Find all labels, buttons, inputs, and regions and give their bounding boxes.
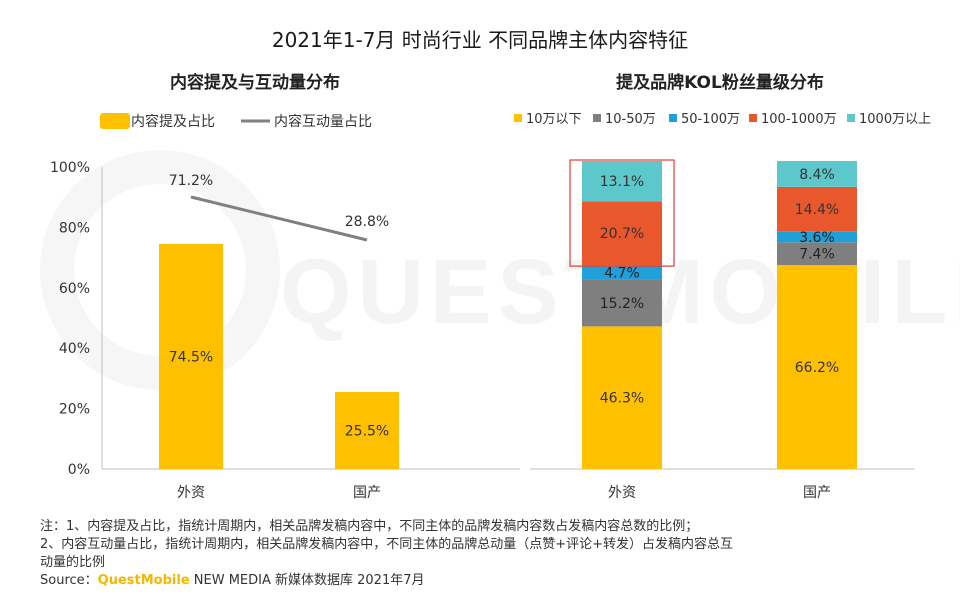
stacked-segment-label: 4.7%: [604, 265, 640, 281]
stacked-segment: [582, 326, 662, 469]
legend-swatch-mentions: [100, 113, 130, 129]
legend-label-fans: 10-50万: [605, 112, 656, 127]
interaction-point-label: 28.8%: [345, 214, 389, 230]
left-x-tick-label: 外资: [177, 485, 205, 501]
right-x-tick-label: 国产: [803, 485, 831, 501]
left-y-tick-label: 60%: [59, 281, 90, 297]
left-y-tick-label: 0%: [68, 462, 90, 478]
left-bar-mentions: [159, 244, 223, 469]
source-suffix: NEW MEDIA 新媒体数据库 2021年7月: [189, 573, 425, 588]
legend-swatch-fans: [749, 114, 757, 122]
stacked-segment: [582, 161, 662, 202]
legend-label-interaction: 内容互动量占比: [274, 113, 372, 130]
stacked-segment-label: 8.4%: [799, 167, 835, 183]
stacked-segment-label: 13.1%: [600, 174, 644, 190]
source-line: Source：QuestMobile NEW MEDIA 新媒体数据库 2021…: [40, 569, 425, 588]
right-x-tick-label: 外资: [608, 485, 636, 501]
source-prefix: Source：: [40, 573, 98, 588]
stacked-segment-label: 7.4%: [799, 247, 835, 263]
stacked-segment: [582, 265, 662, 280]
note-line-3: 动量的比例: [40, 555, 106, 570]
left-x-tick-label: 国产: [353, 485, 381, 501]
stacked-segment: [777, 161, 857, 187]
legend-label-fans: 50-100万: [681, 112, 740, 127]
left-y-tick-label: 100%: [50, 160, 90, 176]
note-line-2: 2、内容互动量占比，指统计周期内，相关品牌发稿内容中，不同主体的品牌总动量（点赞…: [40, 537, 734, 552]
left-y-tick-label: 20%: [59, 402, 90, 418]
legend-swatch-fans: [669, 114, 677, 122]
interaction-line: [190, 195, 368, 242]
left-y-tick-label: 40%: [59, 341, 90, 357]
highlight-box: [569, 159, 675, 267]
stacked-segment: [777, 242, 857, 266]
legend-label-fans: 1000万以上: [859, 112, 931, 127]
legend-swatch-fans: [514, 114, 522, 122]
stacked-segment: [582, 279, 662, 327]
stacked-segment: [777, 231, 857, 243]
legend-swatch-fans: [593, 114, 601, 122]
stacked-segment-label: 46.3%: [600, 391, 644, 407]
stacked-segment: [777, 265, 857, 469]
stacked-segment-label: 20.7%: [600, 226, 644, 242]
interaction-point-label: 71.2%: [169, 173, 213, 189]
main-title: 2021年1-7月 时尚行业 不同品牌主体内容特征: [271, 28, 689, 52]
stacked-segment-label: 66.2%: [795, 360, 839, 376]
left-bar-mentions: [335, 391, 399, 469]
stacked-segment-label: 3.6%: [799, 230, 835, 246]
left-bar-value-label: 25.5%: [345, 423, 389, 439]
legend-label-fans: 10万以下: [526, 112, 582, 127]
stacked-segment: [777, 186, 857, 232]
left-y-tick-label: 80%: [59, 220, 90, 236]
right-chart-title: 提及品牌KOL粉丝量级分布: [616, 73, 824, 93]
stacked-segment-label: 14.4%: [795, 202, 839, 218]
source-brand: QuestMobile: [97, 573, 190, 588]
left-bar-value-label: 74.5%: [169, 350, 213, 366]
stacked-segment: [582, 201, 662, 266]
left-chart-title: 内容提及与互动量分布: [170, 73, 340, 93]
legend-label-mentions: 内容提及占比: [131, 113, 215, 130]
note-line-1: 注：1、内容提及占比，指统计周期内，相关品牌发稿内容中，不同主体的品牌发稿内容数…: [40, 519, 699, 534]
stacked-segment-label: 15.2%: [600, 296, 644, 312]
legend-swatch-fans: [847, 114, 855, 122]
legend-label-fans: 100-1000万: [761, 112, 837, 127]
